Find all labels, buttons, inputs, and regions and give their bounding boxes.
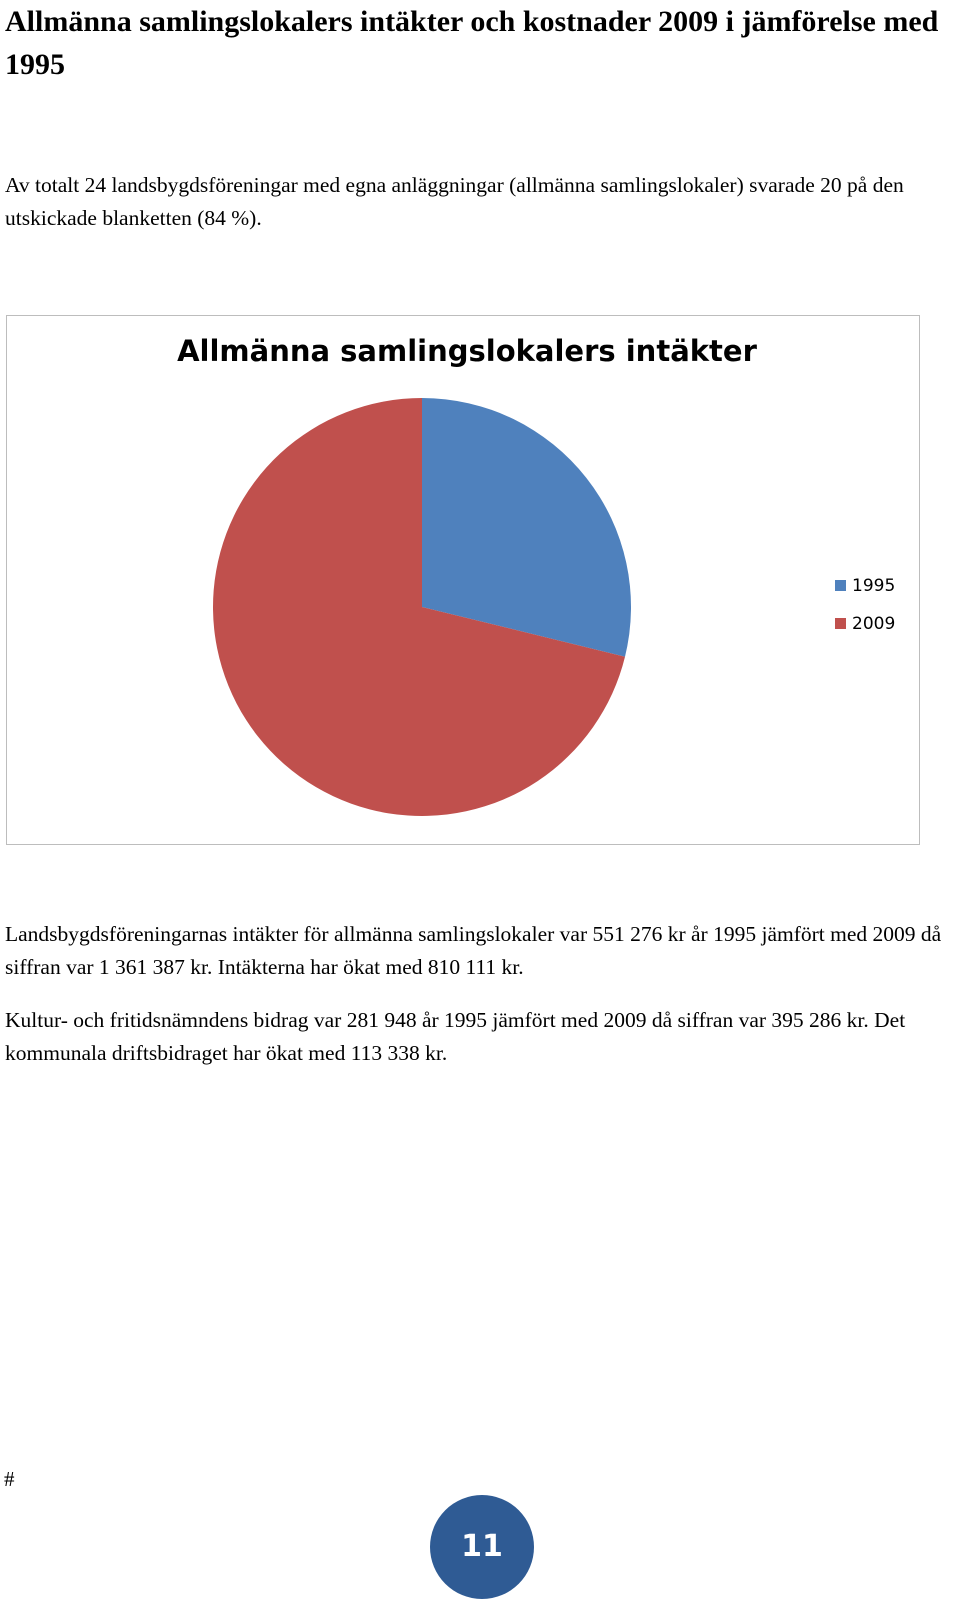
page-number-badge: 11 [430, 1495, 534, 1599]
legend-swatch-1995 [835, 580, 846, 591]
legend-label-2009: 2009 [852, 614, 895, 634]
revenue-paragraph: Landsbygdsföreningarnas intäkter för all… [5, 922, 942, 979]
document-title: Allmänna samlingslokalers intäkter och k… [5, 5, 939, 81]
legend-swatch-2009 [835, 618, 846, 629]
pie-chart-canvas: 1995 2009 [213, 398, 895, 816]
chart-title: Allmänna samlingslokalers intäkter [177, 334, 757, 368]
pie-slice-2009 [213, 398, 626, 816]
footer-mark: # [4, 1467, 15, 1491]
grant-paragraph: Kultur- och fritidsnämndens bidrag var 2… [5, 1008, 906, 1065]
pie-chart: Allmänna samlingslokalers intäkter 1995 2… [6, 315, 920, 845]
intro-paragraph: Av totalt 24 landsbygdsföreningar med eg… [5, 173, 904, 230]
legend-label-1995: 1995 [852, 576, 895, 596]
pie-slice-1995 [422, 398, 631, 657]
